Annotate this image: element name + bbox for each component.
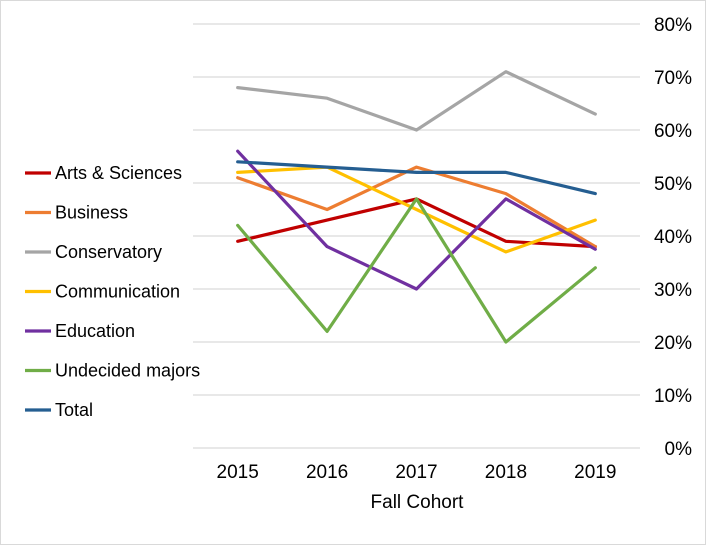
legend-label: Communication [55,282,180,302]
series-lines [236,70,597,344]
x-tick-label: 2016 [306,462,348,483]
series-line [236,165,597,249]
x-axis-ticks: 2015 2016 2017 2018 2019 [217,462,617,483]
legend-label: Undecided majors [55,361,200,381]
x-tick-label: 2018 [485,462,527,483]
y-axis-ticks: 0% 10% 20% 30% 40% 50% 60% 70% 80% [654,15,692,460]
y-tick-label: 40% [654,227,692,248]
x-axis-title: Fall Cohort [371,492,465,513]
legend-label: Arts & Sciences [55,163,182,183]
y-tick-label: 0% [665,439,693,460]
y-tick-label: 80% [654,15,692,36]
series-line [236,197,597,344]
y-tick-label: 10% [654,386,692,407]
legend-label: Total [55,400,93,420]
y-tick-label: 50% [654,174,692,195]
y-tick-label: 30% [654,280,692,301]
x-tick-label: 2017 [395,462,437,483]
y-tick-label: 60% [654,121,692,142]
legend: Arts & Sciences Business Conservatory Commu… [25,163,200,420]
x-tick-label: 2015 [217,462,259,483]
series-line [236,149,597,291]
series-line [236,165,597,254]
series-line [236,160,597,196]
y-tick-label: 70% [654,68,692,89]
series-line [236,70,597,132]
legend-label: Education [55,321,135,341]
y-tick-label: 20% [654,333,692,354]
x-tick-label: 2019 [574,462,616,483]
legend-label: Conservatory [55,242,162,262]
gridlines [193,23,640,449]
legend-label: Business [55,203,128,223]
